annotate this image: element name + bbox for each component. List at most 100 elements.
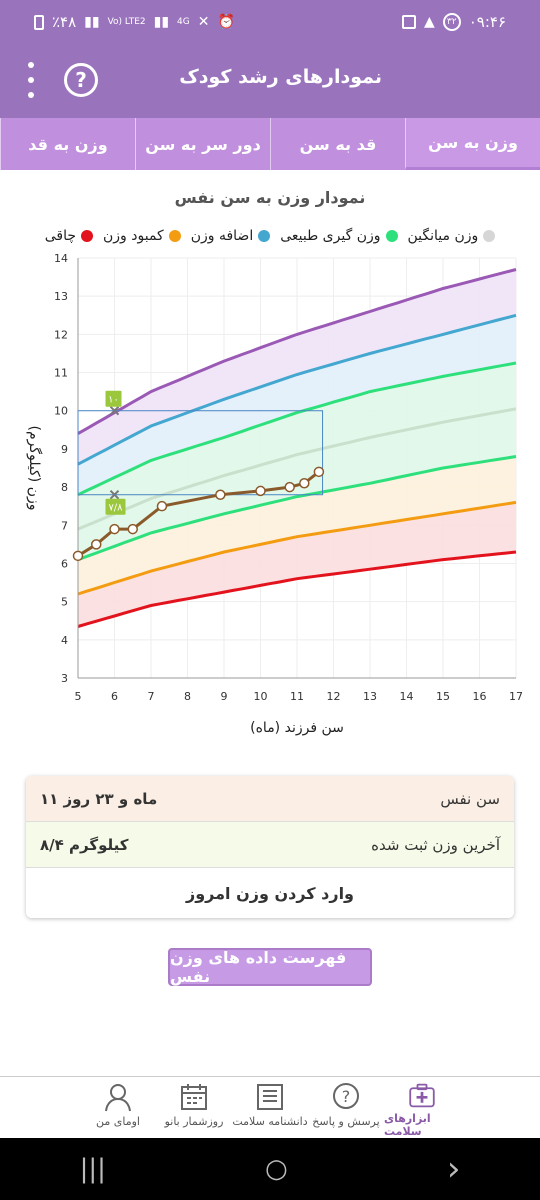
signal-icon: ▮▮ — [84, 14, 100, 30]
nav-label: ابزارهای سلامت — [384, 1112, 431, 1138]
legend-item: چاقی — [44, 228, 94, 244]
legend-item: کمبود وزن — [103, 228, 181, 244]
age-row: ۱۱ ماه و ۲۳ روز سن نفس — [26, 776, 514, 822]
tab-height-for-age[interactable]: قد به سن — [270, 118, 405, 170]
warning-icon: ▲ — [423, 14, 435, 30]
network-4g: 4G — [177, 17, 190, 27]
y-tick-label: 3 — [61, 672, 68, 685]
info-card: ۱۱ ماه و ۲۳ روز سن نفس ۸/۴ کیلوگرم آخرین… — [26, 776, 514, 918]
tab-head-circumference[interactable]: دور سر به سن — [135, 118, 270, 170]
legend-label: اضافه وزن — [190, 228, 254, 244]
age-value: ۱۱ ماه و ۲۳ روز — [40, 789, 158, 808]
y-tick-label: 5 — [61, 596, 68, 609]
nav-label: دانشنامه سلامت — [232, 1115, 308, 1128]
alarm-icon: ⏰ — [217, 14, 235, 30]
calendar-icon — [181, 1084, 207, 1110]
x-tick-label: 6 — [111, 690, 118, 703]
legend-dot-icon — [258, 230, 271, 242]
x-tick-label: 11 — [290, 690, 304, 703]
x-axis-label: سن فرزند (ماه) — [250, 720, 344, 736]
x-tick-label: 10 — [254, 690, 268, 703]
clock: ۰۹:۴۶ — [468, 13, 506, 31]
tab-weight-for-height[interactable]: وزن به قد — [0, 118, 135, 170]
y-axis-label: وزن (کیلوگرم) — [26, 426, 43, 511]
marker-label: ۷/۸ — [108, 503, 123, 514]
y-tick-label: 6 — [61, 557, 68, 570]
home-button[interactable]: ○ — [264, 1154, 288, 1184]
nav-questions[interactable]: ? پرسش و پاسخ — [308, 1077, 384, 1138]
question-bubble-icon: ? — [333, 1083, 359, 1109]
system-navigation: ||| ○ › — [0, 1138, 540, 1200]
y-tick-label: 12 — [54, 328, 68, 341]
x-tick-label: 5 — [75, 690, 82, 703]
legend-label: کمبود وزن — [103, 228, 164, 244]
page-title: نمودارهای رشد کودک — [179, 66, 382, 88]
nav-calendar[interactable]: روزشمار بانو — [156, 1077, 232, 1138]
nav-profile[interactable]: اومای من — [80, 1077, 156, 1138]
last-weight-row: ۸/۴ کیلوگرم آخرین وزن ثبت شده — [26, 822, 514, 868]
chart-legend: چاقی کمبود وزن اضافه وزن وزن گیری طبیعی وزن … — [0, 228, 540, 244]
y-tick-label: 10 — [54, 405, 68, 418]
x-tick-label: 12 — [327, 690, 341, 703]
book-icon — [257, 1084, 283, 1110]
nav-encyclopedia[interactable]: دانشنامه سلامت — [232, 1077, 308, 1138]
age-label: سن نفس — [440, 789, 500, 808]
x-tick-label: 16 — [473, 690, 487, 703]
check-box-icon — [401, 15, 416, 29]
enter-weight-button[interactable]: وارد کردن وزن امروز — [26, 868, 514, 918]
nav-label: پرسش و پاسخ — [312, 1115, 380, 1128]
y-tick-label: 13 — [54, 290, 68, 303]
weight-point — [72, 550, 84, 562]
x-tick-label: 7 — [148, 690, 155, 703]
notification-count: ۳۲ — [442, 13, 461, 31]
overflow-menu-icon[interactable] — [26, 62, 36, 98]
status-right: ▲ ۳۲ ۰۹:۴۶ — [401, 13, 506, 31]
weight-point — [156, 500, 168, 512]
chart-band — [78, 502, 516, 627]
legend-item: اضافه وزن — [191, 228, 271, 244]
marker-label-bg — [105, 498, 126, 515]
weight-point — [284, 481, 295, 493]
x-tick-label: 8 — [184, 690, 191, 703]
chart-title: نمودار وزن به سن نفس — [174, 188, 366, 207]
x-tick-label: 14 — [400, 690, 414, 703]
tab-weight-for-age[interactable]: وزن به سن — [405, 118, 540, 170]
growth-chart: 5 6 7 8 9 10 11 12 13 14 15 16 17 3 4 5 6 7 8 9 10 11 12 13 14 سن… — [26, 252, 523, 736]
chart-band — [78, 363, 516, 530]
marker-label: ۱۰ — [108, 395, 119, 406]
x-tick-label: 13 — [363, 690, 377, 703]
recent-apps-button[interactable]: ||| — [79, 1154, 106, 1184]
weight-point — [215, 489, 226, 500]
chart-band — [78, 456, 516, 594]
back-button[interactable]: › — [446, 1149, 461, 1189]
chart-band — [78, 269, 516, 465]
legend-dot-icon — [81, 230, 94, 242]
nav-health-tools[interactable]: ابزارهای سلامت — [384, 1077, 460, 1138]
battery-icon — [34, 14, 44, 30]
legend-item: وزن گیری طبیعی — [280, 228, 398, 244]
legend-dot-icon — [483, 230, 496, 242]
signal2-icon: ▮▮ — [153, 14, 170, 30]
chart-band — [78, 315, 516, 495]
help-button[interactable]: ? — [64, 63, 98, 97]
bottom-navigation: ابزارهای سلامت ? پرسش و پاسخ دانشنامه سل… — [0, 1076, 540, 1138]
legend-label: وزن میانگین — [407, 228, 479, 244]
status-bar: ٪۴۸ ▮▮ Vo) LTE2 ▮▮ 4G ✕ ⏰ ▲ ۳۲ ۰۹:۴۶ — [0, 0, 540, 44]
weight-point — [127, 523, 138, 535]
legend-label: وزن گیری طبیعی — [280, 228, 381, 244]
percentile-curve — [77, 361, 517, 497]
legend-label: چاقی — [44, 228, 77, 244]
battery-level: ٪۴۸ — [52, 13, 77, 31]
medical-kit-icon — [409, 1083, 435, 1108]
weight-point — [299, 478, 310, 489]
weight-list-button[interactable]: فهرست داده های وزن نفس — [168, 948, 372, 986]
y-tick-label: 8 — [61, 481, 68, 494]
marker-x-icon — [109, 490, 120, 500]
legend-dot-icon — [168, 230, 181, 242]
y-tick-label: 11 — [54, 367, 68, 380]
app-bar: ? نمودارهای رشد کودک — [0, 44, 540, 118]
weight-point — [91, 539, 102, 550]
legend-item: وزن میانگین — [408, 228, 496, 244]
y-tick-label: 7 — [61, 519, 68, 532]
weight-point — [313, 466, 325, 478]
